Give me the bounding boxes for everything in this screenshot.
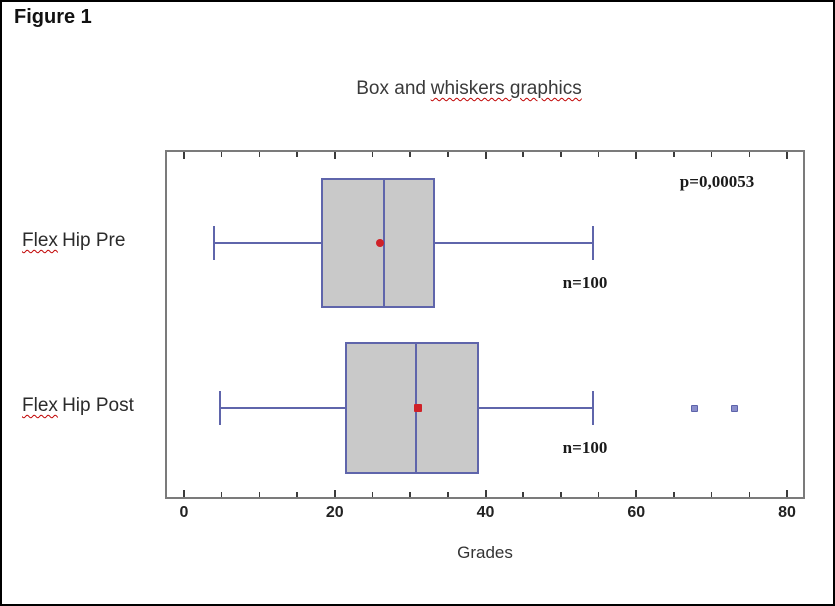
whisker-cap-min xyxy=(219,391,222,425)
x-tick xyxy=(447,492,449,497)
boxplot-whisker-left xyxy=(220,407,345,409)
x-tick-label: 20 xyxy=(325,504,344,521)
x-tick-top xyxy=(183,152,185,159)
boxplot-whisker-right xyxy=(434,242,593,244)
boxplot-whisker-left xyxy=(214,242,322,244)
x-tick xyxy=(409,492,411,497)
chart-title: Box and whiskers graphics xyxy=(139,78,799,100)
boxplot-box xyxy=(344,342,480,474)
x-tick-label: 40 xyxy=(476,504,495,521)
outlier-point xyxy=(691,405,699,412)
x-tick xyxy=(786,490,788,497)
mean-marker xyxy=(414,404,423,412)
x-tick-top xyxy=(786,152,788,159)
x-tick-label: 80 xyxy=(778,504,796,521)
x-tick xyxy=(748,492,751,497)
x-tick xyxy=(635,490,638,497)
x-tick-top xyxy=(258,152,261,157)
x-tick-top xyxy=(635,152,638,159)
p-value-annotation: p=0,00053 xyxy=(679,172,755,191)
x-tick-top xyxy=(447,152,449,157)
x-tick xyxy=(522,492,524,497)
whisker-cap-min xyxy=(213,226,216,260)
x-tick xyxy=(371,492,374,497)
x-tick-top xyxy=(333,152,336,159)
x-tick-top xyxy=(484,152,487,159)
x-tick-top xyxy=(597,152,600,157)
x-tick-top xyxy=(560,152,562,157)
x-tick-top xyxy=(710,152,713,157)
x-tick xyxy=(484,490,487,497)
x-tick-top xyxy=(220,152,223,157)
category-label: Flex Hip Post xyxy=(22,395,162,417)
x-tick-top xyxy=(296,152,298,157)
category-label-rest: Hip Pre xyxy=(62,230,126,251)
x-tick xyxy=(560,492,562,497)
category-label-misspelled: Flex xyxy=(22,395,58,416)
boxplot-whisker-right xyxy=(479,407,593,409)
outlier-point xyxy=(731,405,739,412)
x-tick xyxy=(597,492,600,497)
x-tick xyxy=(710,492,713,497)
n-count-label: n=100 xyxy=(562,273,608,292)
x-tick xyxy=(296,492,298,497)
plot-area xyxy=(165,150,805,499)
x-tick xyxy=(333,490,336,497)
x-tick xyxy=(220,492,223,497)
chart-title-misspelled: whiskers graphics xyxy=(430,78,582,99)
x-tick-label: 60 xyxy=(627,504,646,521)
whisker-cap-max xyxy=(591,226,594,260)
x-tick-top xyxy=(522,152,524,157)
category-label-misspelled: Flex xyxy=(22,230,58,251)
x-axis-label: Grades xyxy=(457,543,513,562)
category-label-rest: Hip Post xyxy=(62,395,134,416)
x-tick-top xyxy=(371,152,374,157)
x-tick-label: 0 xyxy=(179,504,189,521)
x-tick-top xyxy=(673,152,675,157)
x-tick xyxy=(673,492,675,497)
x-tick xyxy=(258,492,261,497)
x-tick-top xyxy=(748,152,751,157)
chart-title-plain: Box and xyxy=(356,78,426,99)
mean-marker xyxy=(375,239,384,247)
n-count-label: n=100 xyxy=(562,438,608,457)
category-label: Flex Hip Pre xyxy=(22,230,162,252)
whisker-cap-max xyxy=(591,391,594,425)
x-tick xyxy=(183,490,185,497)
x-tick-top xyxy=(409,152,411,157)
figure-number-label: Figure 1 xyxy=(14,6,92,28)
